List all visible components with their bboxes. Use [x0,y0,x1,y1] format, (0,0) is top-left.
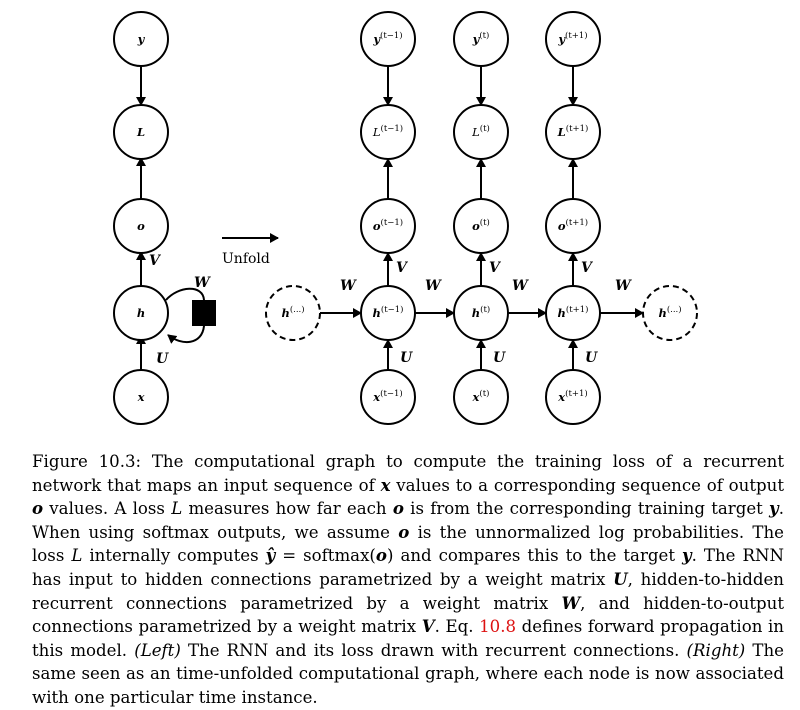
svg-text:x(t+1): x(t+1) [557,388,587,404]
node-o-base: o [472,219,480,233]
node-o-base: o [558,219,566,233]
svg-text:o(t): o(t) [472,217,490,233]
node-y-t1: y(t) [453,11,509,67]
node-L-t1: L(t) [453,104,509,160]
node-h-sup: (t+1) [566,304,589,315]
node-h-next-dashed: h(...) [642,285,698,341]
node-L-t0: L(t−1) [360,104,416,160]
svg-text:L(t): L(t) [471,123,490,139]
folded-rnn: y L o h x V W U [113,11,216,425]
node-y: y [113,11,169,67]
node-h-label: h [137,306,145,320]
svg-text:h(...): h(...) [658,304,681,320]
node-L-sup: (t−1) [381,123,404,134]
node-o-sup: (t) [480,217,490,228]
node-x-label: x [137,390,145,404]
node-y-t0: y(t−1) [360,11,416,67]
figure-caption: Figure 10.3: The computational graph to … [32,452,785,707]
node-h-next-base: h [658,306,666,320]
unfold-label: Unfold [222,251,270,267]
node-h: h [113,285,169,341]
svg-text:h(...): h(...) [281,304,304,320]
node-o-t2: o(t+1) [545,198,601,254]
edge-label-W: W [194,275,211,291]
node-x-sup: (t−1) [380,388,403,399]
node-y-base: y [372,32,381,46]
unfolded-rnn: h(...) h(...) y(t−1)L(t−1)o(t−1)h(t−1)x(… [265,11,698,425]
node-h-t2: h(t+1) [545,285,601,341]
node-h-prev-dashed: h(...) [265,285,321,341]
node-h-prev-sup: (...) [290,304,305,315]
svg-text:L(t−1): L(t−1) [372,123,403,139]
node-x-base: x [372,390,380,404]
node-h-t1: h(t) [453,285,509,341]
node-o: o [113,198,169,254]
node-y-sup: (t) [479,30,489,41]
node-h-prev-base: h [281,306,289,320]
node-h-sup: (t) [480,304,490,315]
node-y-sup: (t−1) [380,30,403,41]
node-o-sup: (t−1) [381,217,404,228]
node-x-base: x [557,390,565,404]
node-x-t1: x(t) [453,369,509,425]
node-L-sup: (t+1) [566,123,589,134]
node-x-base: x [472,390,480,404]
svg-text:y(t−1): y(t−1) [372,30,402,46]
node-h-base: h [472,306,480,320]
edge-label-V-t1: V [489,260,502,276]
node-L-base: L [557,125,566,139]
node-y-base: y [557,32,566,46]
edge-label-W-0: W [340,278,357,294]
node-o-sup: (t+1) [566,217,589,228]
node-o-t1: o(t) [453,198,509,254]
edge-label-W-1: W [425,278,442,294]
node-L-label: L [136,125,145,139]
node-x-t0: x(t−1) [360,369,416,425]
node-L-base: L [471,125,480,139]
edge-label-V: V [149,253,162,269]
svg-text:h(t+1): h(t+1) [558,304,589,320]
edge-label-W-2: W [512,278,529,294]
time-delay-square [192,300,216,326]
figure-label: Figure 10.3: [32,452,142,471]
edge-label-U-t2: U [585,350,598,366]
node-x-sup: (t+1) [565,388,588,399]
node-x-sup: (t) [479,388,489,399]
equation-reference-link[interactable]: 10.8 [479,617,517,637]
node-y-t2: y(t+1) [545,11,601,67]
svg-text:L(t+1): L(t+1) [557,123,589,139]
edge-label-U-t0: U [400,350,413,366]
node-L: L [113,104,169,160]
node-x-t2: x(t+1) [545,369,601,425]
node-L-base: L [372,125,381,139]
svg-text:x(t−1): x(t−1) [372,388,402,404]
svg-text:o(t−1): o(t−1) [373,217,403,233]
svg-text:x(t): x(t) [472,388,490,404]
edge-label-U-t1: U [493,350,506,366]
node-y-sup: (t+1) [565,30,588,41]
edge-label-U: U [156,351,169,367]
node-h-base: h [373,306,381,320]
edge-label-W-3: W [615,278,632,294]
rnn-computational-graph: y L o h x V W U Unfold h(...) [113,11,698,425]
svg-text:h(t): h(t) [472,304,490,320]
node-L-t2: L(t+1) [545,104,601,160]
svg-text:y(t): y(t) [472,30,490,46]
node-h-base: h [558,306,566,320]
node-h-sup: (t−1) [381,304,404,315]
svg-text:y(t+1): y(t+1) [557,30,587,46]
node-o-t0: o(t−1) [360,198,416,254]
node-x: x [113,369,169,425]
node-o-base: o [373,219,381,233]
svg-text:o(t+1): o(t+1) [558,217,588,233]
edge-label-V-t2: V [581,260,594,276]
svg-text:h(t−1): h(t−1) [373,304,404,320]
node-y-base: y [472,32,481,46]
node-y-label: y [137,32,146,46]
edge-label-V-t0: V [396,260,409,276]
node-L-sup: (t) [480,123,490,134]
node-o-label: o [137,219,145,233]
node-h-next-sup: (...) [667,304,682,315]
node-h-t0: h(t−1) [360,285,416,341]
